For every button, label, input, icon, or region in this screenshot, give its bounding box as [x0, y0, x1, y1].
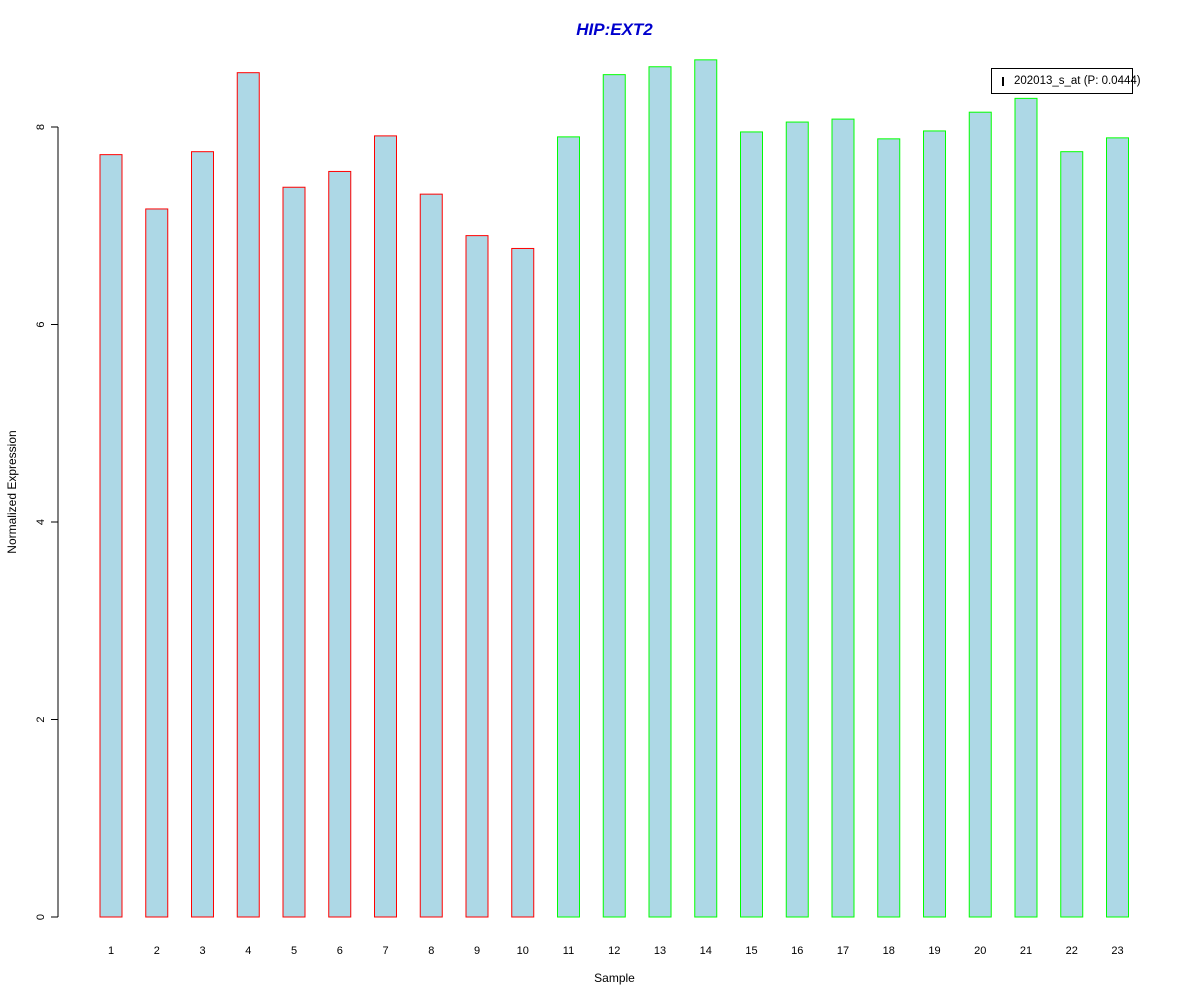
- bar-sample-12: [602, 74, 626, 918]
- bar-sample-8: [419, 193, 443, 918]
- legend-swatch: [1002, 76, 1004, 86]
- legend: 202013_s_at (P: 0.0444): [991, 68, 1141, 94]
- x-tick-label: 17: [837, 945, 849, 957]
- bar-sample-1: [99, 154, 123, 918]
- x-tick-label: 5: [291, 945, 297, 957]
- y-tick-label: 0: [35, 914, 47, 920]
- bar-sample-7: [374, 135, 397, 918]
- x-tick-label: 14: [700, 945, 712, 957]
- x-tick-label: 16: [791, 945, 803, 957]
- chart-title: HIP:EXT2: [576, 20, 653, 39]
- x-tick-label: 19: [928, 945, 940, 957]
- bar-sample-11: [557, 136, 580, 918]
- bar-sample-21: [1014, 97, 1038, 918]
- x-tick-label: 10: [517, 945, 529, 957]
- bar-sample-22: [1060, 151, 1084, 918]
- bar-sample-5: [282, 186, 306, 918]
- y-axis-label: Normalized Expression: [5, 430, 19, 554]
- x-axis-label: Sample: [594, 971, 635, 985]
- x-tick-label: 11: [563, 945, 574, 957]
- x-tick-label: 6: [337, 945, 343, 957]
- x-tick-label: 9: [474, 945, 480, 957]
- bar-sample-10: [511, 247, 535, 918]
- y-tick-label: 2: [35, 716, 47, 722]
- x-tick-labels: 1 2 3 4 5 6 7 8 9 10 11 12 13 14 15 16 17 18 19 20 21 22 23: [108, 945, 1124, 957]
- x-tick-label: 22: [1066, 945, 1078, 957]
- bar-sample-3: [191, 151, 214, 918]
- x-tick-label: 2: [154, 945, 160, 957]
- bar-sample-6: [328, 170, 352, 918]
- x-tick-label: 1: [108, 945, 114, 957]
- x-tick-label: 4: [245, 945, 251, 957]
- x-tick-label: 23: [1111, 945, 1123, 957]
- bar-sample-15: [740, 131, 763, 918]
- x-tick-label: 12: [608, 945, 620, 957]
- x-tick-label: 21: [1020, 945, 1032, 957]
- y-tick-label: 8: [35, 124, 47, 130]
- x-tick-label: 7: [382, 945, 388, 957]
- bar-sample-14: [694, 59, 718, 918]
- x-tick-label: 15: [745, 945, 757, 957]
- bar-sample-13: [648, 66, 672, 918]
- x-tick-label: 13: [654, 945, 666, 957]
- bar-sample-16: [785, 121, 809, 918]
- x-tick-label: 20: [974, 945, 986, 957]
- x-tick-label: 8: [428, 945, 434, 957]
- bars: [99, 59, 1129, 918]
- bar-sample-19: [923, 130, 946, 918]
- legend-label: 202013_s_at (P: 0.0444): [1014, 75, 1141, 87]
- bar-sample-17: [831, 118, 855, 918]
- x-tick-label: 18: [883, 945, 895, 957]
- y-axis: 0 2 4 6 8: [35, 124, 59, 920]
- bar-sample-4: [236, 72, 260, 918]
- y-tick-label: 6: [35, 321, 47, 327]
- bar-sample-9: [465, 235, 489, 918]
- x-tick-label: 3: [199, 945, 205, 957]
- bar-sample-20: [968, 111, 992, 918]
- bar-sample-2: [145, 208, 169, 918]
- bar-sample-23: [1106, 137, 1129, 918]
- bar-sample-18: [877, 138, 901, 918]
- y-tick-label: 4: [35, 519, 47, 525]
